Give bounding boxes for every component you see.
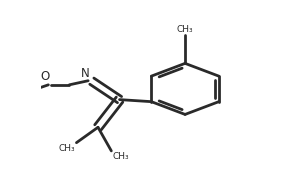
Text: CH₃: CH₃: [113, 152, 130, 161]
Text: CH₃: CH₃: [58, 144, 75, 153]
Text: N: N: [81, 67, 89, 79]
Text: CH₃: CH₃: [177, 25, 193, 34]
Text: O: O: [40, 70, 49, 83]
